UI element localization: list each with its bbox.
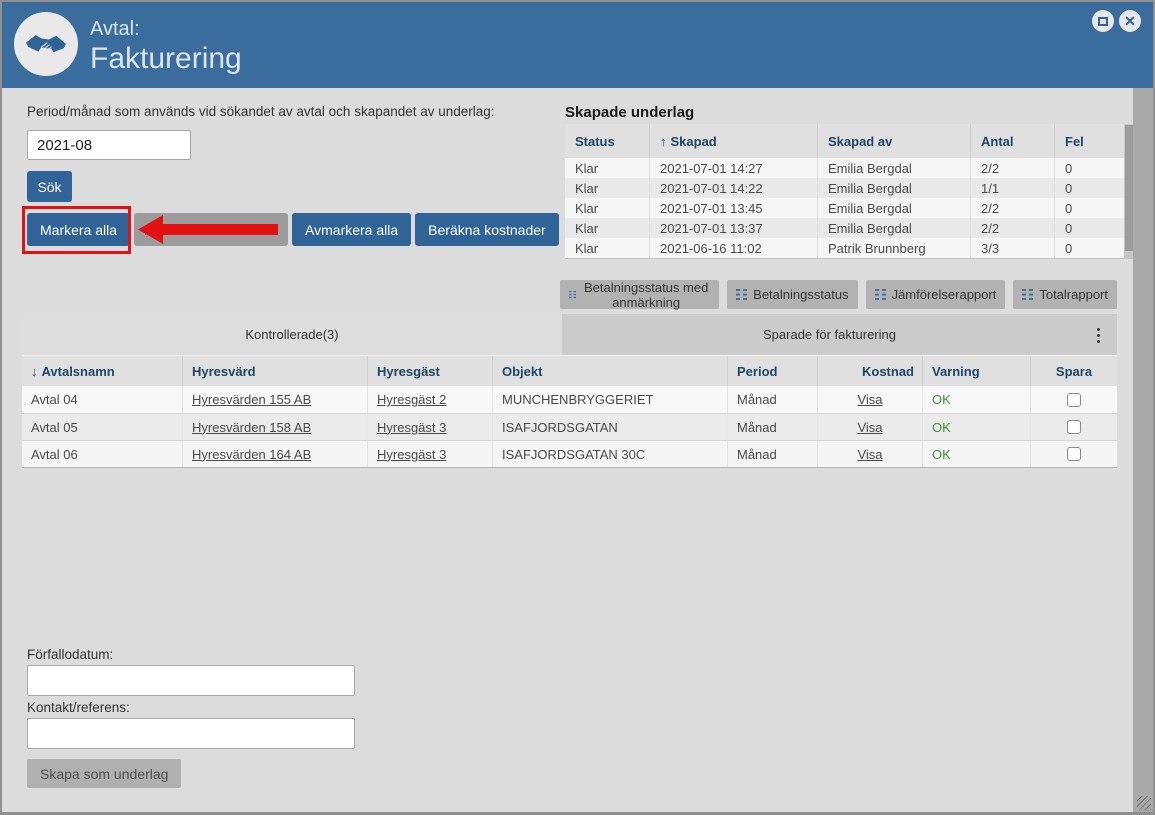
tab-bar: Kontrollerade(3) Sparade för fakturering <box>22 314 1117 355</box>
table-row[interactable]: Klar 2021-07-01 13:45 Emilia Bergdal 2/2… <box>565 198 1135 218</box>
window-right-edge <box>1133 86 1153 812</box>
grid-icon <box>569 290 577 299</box>
maximize-icon <box>1098 16 1108 26</box>
sort-desc-icon: ↓ <box>31 363 38 379</box>
table-row[interactable]: Klar 2021-07-01 13:37 Emilia Bergdal 2/2… <box>565 218 1135 238</box>
column-header-varning[interactable]: Varning <box>922 356 1030 386</box>
payment-status-with-remark-button[interactable]: Betalningsstatus med anmärkning <box>560 280 720 310</box>
landlord-link[interactable]: Hyresvärden 158 AB <box>192 419 312 435</box>
grid-icon <box>1022 289 1034 300</box>
create-as-document-button[interactable]: Skapa som underlag <box>27 759 182 788</box>
table-row[interactable]: Klar 2021-07-01 14:27 Emilia Bergdal 2/2… <box>565 158 1135 178</box>
due-date-input[interactable] <box>27 665 355 696</box>
contracts-table: ↓ Avtalsnamn Hyresvärd Hyresgäst Objekt P… <box>22 355 1117 468</box>
created-documents-title: Skapade underlag <box>565 104 695 121</box>
warning-status: OK <box>932 446 951 462</box>
tab-sparade-for-fakturering[interactable]: Sparade för fakturering <box>763 327 896 342</box>
table-row[interactable]: Klar 2021-07-01 14:22 Emilia Bergdal 1/1… <box>565 178 1135 198</box>
sort-asc-icon: ↑ <box>660 133 667 149</box>
grid-icon <box>874 289 886 300</box>
column-header-errors[interactable]: Fel <box>1054 124 1124 158</box>
table-row[interactable]: Avtal 04 Hyresvärden 155 AB Hyresgäst 2 … <box>22 386 1117 413</box>
kebab-menu-icon[interactable] <box>1091 323 1105 347</box>
close-button[interactable]: ✕ <box>1119 10 1141 32</box>
page-title: Fakturering <box>90 42 242 75</box>
column-header-hyresgast[interactable]: Hyresgäst <box>367 356 492 386</box>
payment-status-button[interactable]: Betalningsstatus <box>727 280 858 309</box>
column-header-avtalsnamn[interactable]: ↓ Avtalsnamn <box>31 363 115 379</box>
show-cost-link[interactable]: Visa <box>857 392 883 407</box>
tenant-link[interactable]: Hyresgäst 2 <box>377 392 447 407</box>
obscured-action-button[interactable]: M <box>134 213 289 246</box>
show-cost-link[interactable]: Visa <box>857 419 883 435</box>
created-documents-table: Status ↑ Skapad Skapad av Antal Fel Klar … <box>565 124 1135 259</box>
table-row[interactable]: Avtal 05 Hyresvärden 158 AB Hyresgäst 3 … <box>22 413 1117 440</box>
tenant-link[interactable]: Hyresgäst 3 <box>377 446 447 462</box>
grid-icon <box>736 289 748 300</box>
column-header-period[interactable]: Period <box>727 356 817 386</box>
period-label: Period/månad som används vid sökandet av… <box>27 104 495 119</box>
landlord-link[interactable]: Hyresvärden 155 AB <box>192 392 312 407</box>
column-header-hyresvard[interactable]: Hyresvärd <box>182 356 367 386</box>
comparison-report-button[interactable]: Jämförelserapport <box>865 280 1006 309</box>
contact-reference-input[interactable] <box>27 718 355 749</box>
resize-grip[interactable] <box>1137 796 1151 810</box>
column-header-kostnad[interactable]: Kostnad <box>817 356 922 386</box>
maximize-button[interactable] <box>1092 10 1114 32</box>
select-all-button[interactable]: Markera alla <box>27 213 131 246</box>
app-logo <box>14 12 78 76</box>
column-header-created[interactable]: ↑ Skapad <box>649 124 817 158</box>
landlord-link[interactable]: Hyresvärden 164 AB <box>192 446 312 462</box>
save-checkbox[interactable] <box>1067 447 1081 461</box>
tab-kontrollerade[interactable]: Kontrollerade(3) <box>22 314 562 355</box>
tenant-link[interactable]: Hyresgäst 3 <box>377 419 447 435</box>
handshake-icon <box>26 35 66 53</box>
column-header-objekt[interactable]: Objekt <box>492 356 727 386</box>
title-bar: Avtal: Fakturering ✕ <box>2 2 1153 88</box>
column-header-count[interactable]: Antal <box>970 124 1054 158</box>
period-input[interactable] <box>27 130 191 160</box>
total-report-button[interactable]: Totalrapport <box>1013 280 1117 309</box>
column-header-spara[interactable]: Spara <box>1030 356 1117 386</box>
table-row[interactable]: Klar 2021-06-16 11:02 Patrik Brunnberg 3… <box>565 238 1135 258</box>
due-date-label: Förfallodatum: <box>27 647 114 662</box>
close-icon: ✕ <box>1124 13 1136 29</box>
save-checkbox[interactable] <box>1067 392 1081 407</box>
calculate-costs-button[interactable]: Beräkna kostnader <box>415 213 559 246</box>
search-button[interactable]: Sök <box>27 171 72 202</box>
scrollbar-thumb[interactable] <box>1125 125 1134 251</box>
deselect-all-button[interactable]: Avmarkera alla <box>292 213 412 246</box>
warning-status: OK <box>932 392 951 407</box>
contact-reference-label: Kontakt/referens: <box>27 700 130 715</box>
table-row[interactable]: Avtal 06 Hyresvärden 164 AB Hyresgäst 3 … <box>22 440 1117 467</box>
save-checkbox[interactable] <box>1067 420 1081 434</box>
column-header-status[interactable]: Status <box>575 133 615 149</box>
app-title-prefix: Avtal: <box>90 18 140 40</box>
column-header-created-by[interactable]: Skapad av <box>817 124 970 158</box>
table-scrollbar[interactable] <box>1124 124 1135 258</box>
show-cost-link[interactable]: Visa <box>857 446 883 462</box>
warning-status: OK <box>932 419 951 435</box>
